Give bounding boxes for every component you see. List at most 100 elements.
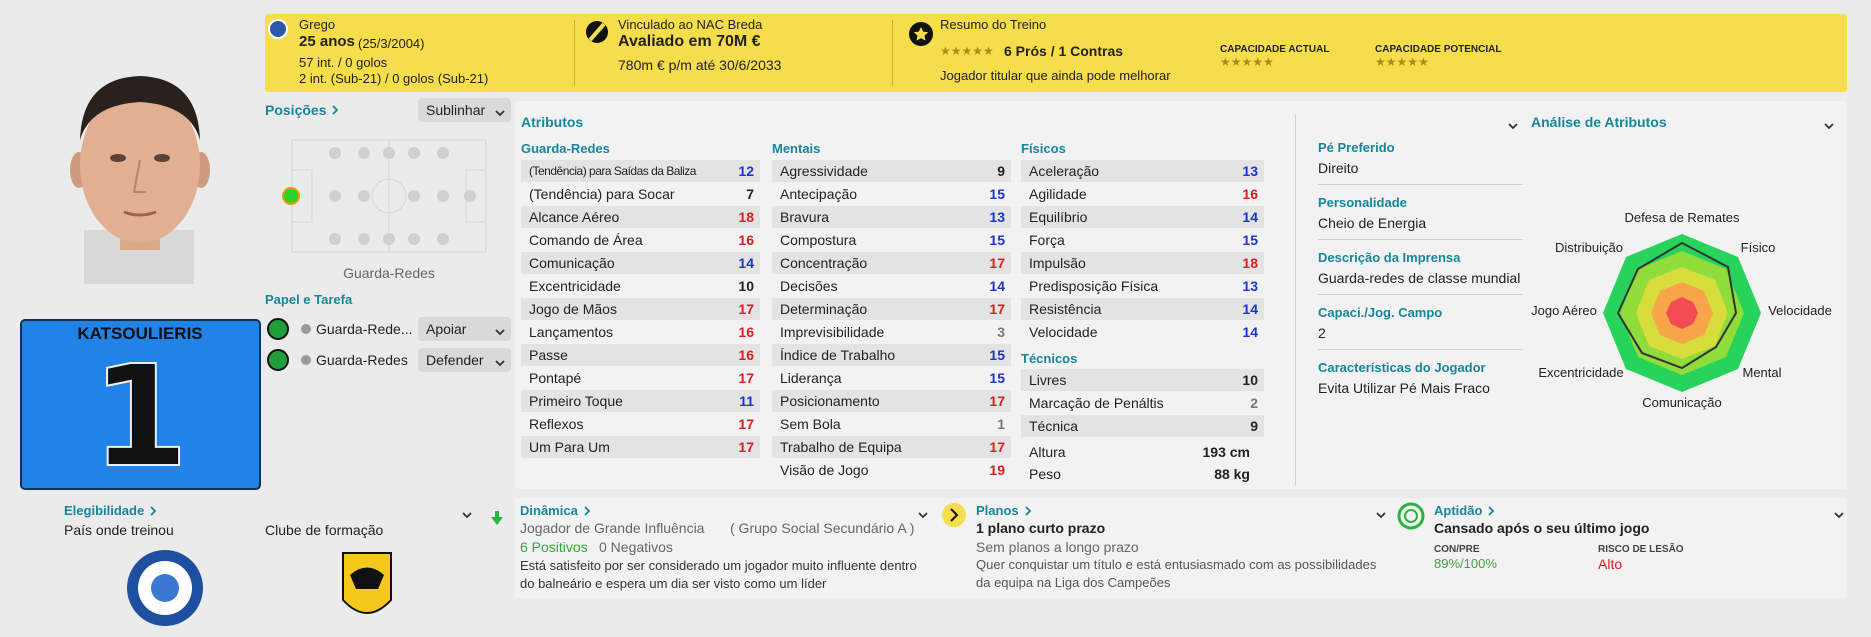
body-value: 88 kg <box>1214 466 1250 482</box>
dropdown-chevron[interactable] <box>491 355 505 367</box>
separator <box>574 20 575 86</box>
attribute-value: 17 <box>738 439 754 455</box>
attribute-value: 15 <box>989 186 1005 202</box>
attribute-name: Pontapé <box>529 370 582 386</box>
radar-label: Comunicação <box>1642 395 1722 410</box>
attribute-row <box>1021 298 1264 320</box>
role-icons <box>267 318 311 371</box>
highlight-button[interactable]: Sublinhar <box>418 98 511 122</box>
attribute-name: Sem Bola <box>780 416 841 432</box>
attribute-name: Concentração <box>780 255 868 271</box>
chevron <box>462 512 472 519</box>
dropdown-chevron[interactable] <box>1504 118 1518 130</box>
current-ability: CAPACIDADE ACTUAL <box>1220 44 1330 55</box>
attribute-value: 16 <box>1242 186 1258 202</box>
attribute-value: 10 <box>738 278 754 294</box>
risk-value: Alto <box>1598 556 1623 572</box>
long-plan: Sem planos a longo prazo <box>976 539 1139 555</box>
body-value: 193 cm <box>1202 444 1250 460</box>
current-position <box>282 187 300 205</box>
attribute-row <box>772 344 1011 366</box>
dropdown-chevron[interactable] <box>1820 118 1834 130</box>
attribute-name: Imprevisibilidade <box>780 324 885 340</box>
info-label: Características do Jogador <box>1318 360 1486 375</box>
attribute-name: Alcance Aéreo <box>529 209 620 225</box>
dropdown-chevron[interactable] <box>491 324 505 336</box>
svg-text:★★★★★: ★★★★★ <box>1220 55 1274 69</box>
attribute-value: 16 <box>738 232 754 248</box>
stars: ★★★★★ ★★★★★ ★★★★★ <box>940 44 1429 69</box>
attribute-value: 2 <box>1250 395 1258 411</box>
attribute-row <box>1021 415 1264 437</box>
attribute-name: Velocidade <box>1029 324 1098 340</box>
chevron <box>1488 506 1495 516</box>
dropdown-chevron[interactable] <box>914 507 928 519</box>
fitness-status: Cansado após o seu último jogo <box>1434 520 1650 536</box>
group-title: Físicos <box>1021 141 1066 156</box>
attribute-row <box>521 160 760 182</box>
separator <box>892 20 893 86</box>
attribute-name: Aceleração <box>1029 163 1100 179</box>
dropdown-chevron[interactable] <box>491 105 505 117</box>
attribute-name: Compostura <box>780 232 857 248</box>
svg-text:★★★★★: ★★★★★ <box>940 44 994 58</box>
chevron <box>1508 123 1518 130</box>
info-value: 2 <box>1318 325 1326 341</box>
attribute-name: Reflexos <box>529 416 584 432</box>
info-value: Cheio de Energia <box>1318 215 1427 231</box>
fitness-link-text: Aptidão <box>1434 503 1483 518</box>
group-title: Guarda-Redes <box>521 141 610 156</box>
group-title: Técnicos <box>1021 351 1078 366</box>
eligibility-link[interactable]: Elegibilidade <box>64 502 158 520</box>
dynamics-link[interactable]: Dinâmica <box>520 502 592 520</box>
chevron <box>1376 512 1386 519</box>
caps: 57 int. / 0 golos <box>299 55 388 70</box>
age: 25 anos <box>299 33 355 50</box>
eligibility-text: País onde treinou <box>64 522 174 538</box>
duty-button[interactable]: Apoiar <box>418 317 511 341</box>
pitch-positions <box>329 147 476 245</box>
body-label: Altura <box>1029 444 1066 460</box>
fitness-link[interactable]: Aptidão <box>1434 502 1496 520</box>
separator <box>1318 349 1523 350</box>
dropdown-chevron[interactable] <box>1830 507 1844 519</box>
chevron <box>332 105 339 115</box>
separator <box>1295 115 1296 485</box>
attribute-name: Impulsão <box>1029 255 1086 271</box>
plans-link[interactable]: Planos <box>976 502 1033 520</box>
nationality: Grego <box>299 17 336 32</box>
attribute-name: Marcação de Penáltis <box>1029 395 1164 411</box>
attribute-value: 17 <box>738 416 754 432</box>
attribute-row <box>1021 369 1264 391</box>
short-plan: 1 plano curto prazo <box>976 520 1106 536</box>
group-title: Mentais <box>772 141 821 156</box>
attribute-name: Um Para Um <box>529 439 610 455</box>
attribute-name: Antecipação <box>780 186 858 202</box>
attribute-row <box>772 252 1011 274</box>
attribute-name: Excentricidade <box>529 278 621 294</box>
attribute-value: 17 <box>738 301 754 317</box>
chevron <box>918 512 928 519</box>
u21-caps: 2 int. (Sub-21) / 0 golos (Sub-21) <box>299 71 489 86</box>
attribute-row <box>772 390 1011 412</box>
bottom-panel <box>515 498 1847 598</box>
radar-label: Velocidade <box>1768 303 1832 318</box>
attribute-name: Comunicação <box>529 255 615 271</box>
attribute-name: Primeiro Toque <box>529 393 623 409</box>
attribute-name: Força <box>1029 232 1065 248</box>
attribute-row <box>521 390 760 412</box>
role-name: Guarda-Rede... <box>316 321 413 337</box>
analysis-title: Análise de Atributos <box>1531 114 1667 130</box>
player-name: KATSOULIERIS <box>77 324 203 343</box>
dropdown-chevron[interactable] <box>1372 507 1386 519</box>
positions-link[interactable]: Posições <box>265 101 340 119</box>
attribute-row <box>772 160 1011 182</box>
dropdown-chevron[interactable] <box>458 507 472 519</box>
duty-button[interactable]: Defender <box>418 348 511 372</box>
attribute-value: 17 <box>989 301 1005 317</box>
radar-label: Distribuição <box>1555 240 1623 255</box>
position-label: Guarda-Redes <box>343 265 435 281</box>
attribute-row <box>1021 160 1264 182</box>
attribute-name: Jogo de Mãos <box>529 301 617 317</box>
